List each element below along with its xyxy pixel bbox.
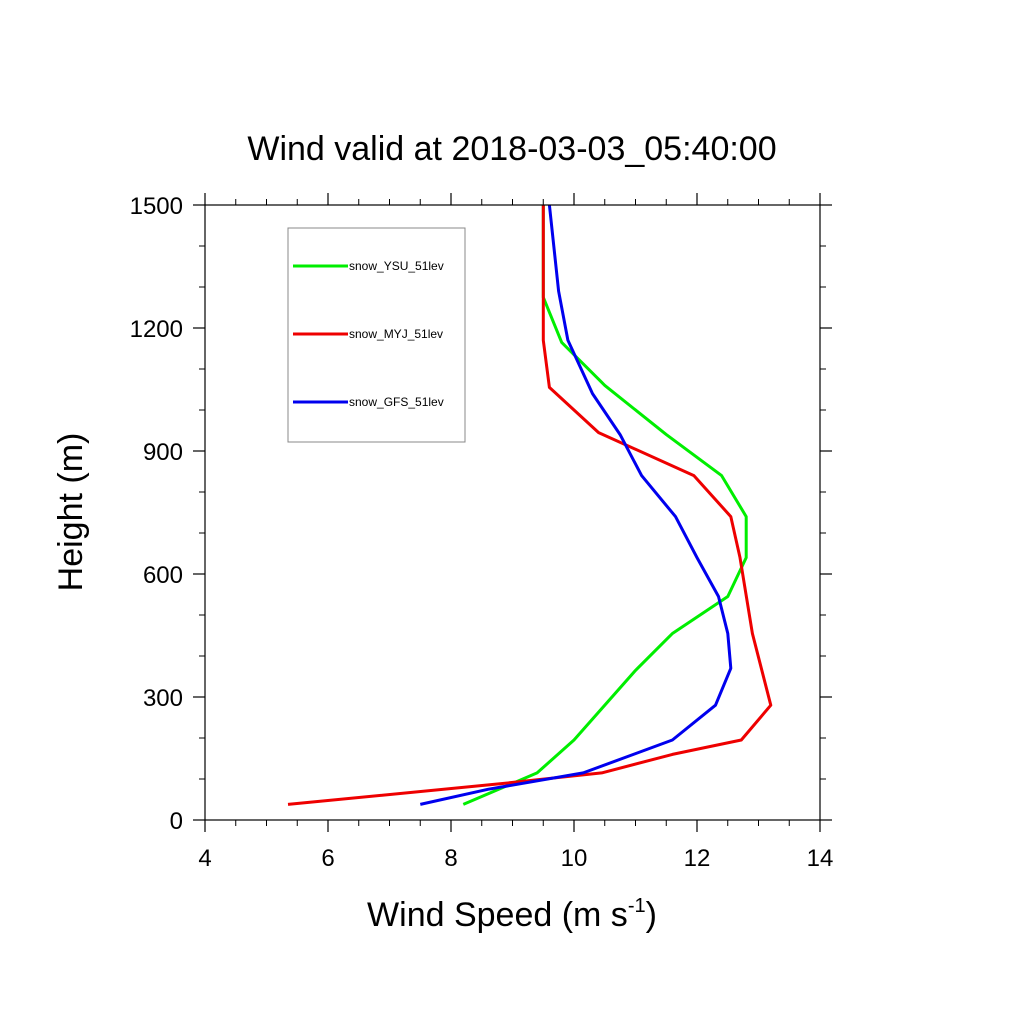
legend-label: snow_YSU_51lev — [349, 259, 444, 273]
chart-title: Wind valid at 2018-03-03_05:40:00 — [247, 130, 776, 168]
series-line-snow_YSU_51lev — [462, 205, 748, 806]
y-tick-label: 1500 — [130, 193, 183, 220]
x-tick-label: 14 — [807, 845, 834, 872]
plot-lines — [287, 204, 773, 806]
x-tick-label: 6 — [321, 845, 334, 872]
x-axis-label-superscript: -1 — [628, 895, 646, 917]
series-line-snow_GFS_51lev — [419, 204, 733, 806]
y-tick-label: 600 — [143, 562, 183, 589]
axes-group: 4 6 8 10 12 14 0 300 600 900 1200 1500 — [130, 193, 834, 872]
x-axis-label-suffix: ) — [646, 896, 657, 934]
x-tick-label: 12 — [684, 845, 711, 872]
series-line-snow_MYJ_51lev — [287, 205, 773, 806]
y-tick-label: 0 — [170, 808, 183, 835]
y-tick-label: 900 — [143, 439, 183, 466]
y-tick-label: 1200 — [130, 316, 183, 343]
legend-label: snow_MYJ_51lev — [349, 327, 443, 341]
legend: snow_YSU_51lev snow_MYJ_51lev snow_GFS_51l… — [287, 227, 466, 443]
x-tick-label: 10 — [561, 845, 588, 872]
legend-label: snow_GFS_51lev — [349, 395, 444, 409]
y-tick-label: 300 — [143, 685, 183, 712]
x-tick-label: 4 — [198, 845, 211, 872]
x-tick-label: 8 — [444, 845, 457, 872]
x-axis-label: Wind Speed (m s-1) — [367, 895, 657, 934]
x-axis-label-main: Wind Speed (m s — [367, 896, 628, 934]
y-axis-label: Height (m) — [52, 433, 90, 592]
